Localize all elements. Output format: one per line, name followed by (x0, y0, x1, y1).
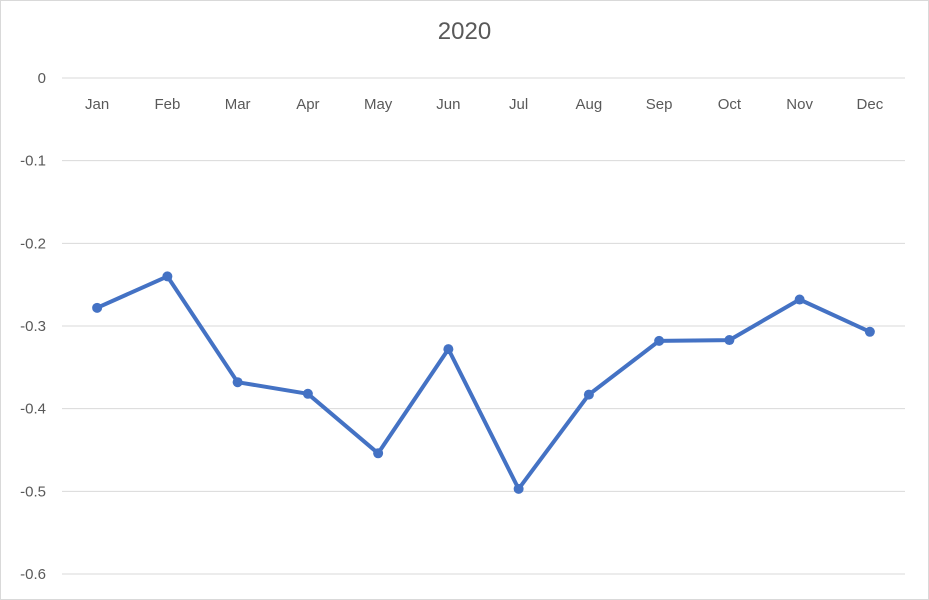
x-tick-label: Nov (786, 96, 813, 113)
x-axis-tick-labels: Jan Feb Mar Apr May Jun Jul Aug Sep Oct Nov Dec (85, 96, 884, 113)
y-tick-label: 0 (38, 70, 46, 87)
x-tick-label: Apr (296, 96, 319, 113)
data-point (162, 271, 173, 282)
data-point (583, 389, 594, 400)
x-tick-label: Oct (718, 96, 742, 113)
data-point (232, 377, 243, 388)
series-line (95, 274, 872, 491)
data-point (302, 388, 313, 399)
y-axis-tick-labels: 0 -0.1 -0.2 -0.3 -0.4 -0.5 -0.6 (20, 70, 46, 583)
data-point (864, 326, 875, 337)
data-point (443, 344, 454, 355)
gridlines (62, 77, 905, 575)
x-tick-label: Aug (576, 96, 603, 113)
x-tick-label: Jul (509, 96, 528, 113)
data-point (513, 483, 524, 494)
series (92, 271, 875, 494)
data-point (373, 448, 384, 459)
y-tick-label: -0.3 (20, 318, 46, 335)
x-tick-label: Feb (154, 96, 180, 113)
y-tick-label: -0.5 (20, 483, 46, 500)
x-tick-label: Jan (85, 96, 109, 113)
x-tick-label: May (364, 96, 393, 113)
data-point (654, 335, 665, 346)
data-point (724, 335, 735, 346)
y-tick-label: -0.6 (20, 566, 46, 583)
y-tick-label: -0.4 (20, 401, 46, 418)
y-tick-label: -0.1 (20, 153, 46, 170)
y-tick-label: -0.2 (20, 235, 46, 252)
x-tick-label: Dec (857, 96, 884, 113)
data-point (794, 294, 805, 305)
chart-title: 2020 (437, 18, 492, 45)
data-point (92, 302, 103, 313)
x-tick-label: Mar (225, 96, 251, 113)
x-tick-label: Sep (646, 96, 673, 113)
x-tick-label: Jun (436, 96, 460, 113)
